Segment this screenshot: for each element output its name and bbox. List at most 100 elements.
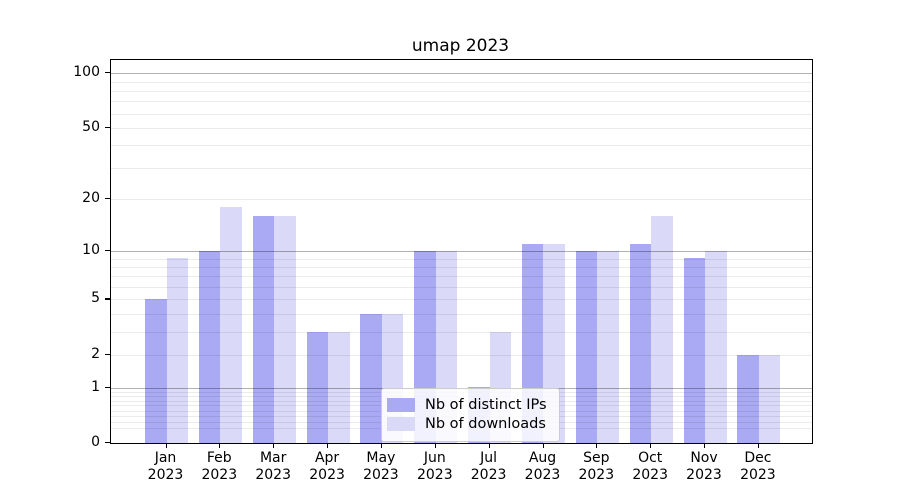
x-tick-sep	[596, 443, 598, 448]
x-tick-month: Jul	[480, 450, 498, 466]
legend-label-downloads: Nb of downloads	[425, 416, 546, 432]
x-tick-month: Feb	[206, 450, 232, 466]
x-tick-month: Dec	[744, 450, 772, 466]
bar-distinct-ips-nov	[683, 258, 705, 443]
y-tick-label-5: 5	[91, 290, 100, 307]
gridline-minor-90	[111, 81, 812, 83]
gridline-minor-50	[111, 127, 812, 129]
y-tick-50	[105, 126, 110, 129]
legend-label-distinct-ips: Nb of distinct IPs	[425, 397, 547, 413]
y-tick-label-20: 20	[82, 190, 100, 206]
x-tick-aug	[542, 443, 544, 448]
y-tick-2	[105, 354, 110, 356]
gridline-minor-60	[111, 113, 812, 115]
x-tick-oct	[650, 443, 652, 448]
bar-distinct-ips-dec	[737, 354, 759, 443]
legend-row-downloads: Nb of downloads	[387, 416, 547, 432]
chart-title: umap 2023	[411, 36, 510, 56]
x-tick-month: Aug	[528, 450, 557, 466]
x-tick-jul	[488, 443, 490, 448]
x-tick-label-jan: Jan 2023	[134, 450, 198, 484]
gridline-minor-80	[111, 90, 812, 92]
x-tick-year: 2023	[740, 467, 776, 483]
x-tick-label-oct: Oct 2023	[618, 450, 682, 484]
x-tick-dec	[757, 443, 760, 448]
x-tick-label-apr: Apr 2023	[295, 450, 359, 484]
x-tick-label-dec: Dec 2023	[726, 450, 790, 484]
bar-distinct-ips-feb	[198, 250, 221, 443]
x-tick-label-jun: Jun 2023	[403, 450, 467, 484]
y-tick-label-2: 2	[91, 346, 100, 362]
x-tick-label-nov: Nov 2023	[672, 450, 736, 484]
bar-distinct-ips-may	[360, 314, 382, 443]
x-tick-label-jul: Jul 2023	[457, 450, 521, 484]
x-tick-year: 2023	[147, 467, 184, 483]
legend-swatch-downloads	[387, 417, 415, 431]
gridline-minor-20	[111, 199, 812, 200]
x-tick-year: 2023	[524, 467, 561, 483]
bar-downloads-feb	[220, 207, 242, 443]
y-tick-1	[105, 386, 110, 388]
legend-row-distinct-ips: Nb of distinct IPs	[387, 397, 547, 413]
bar-distinct-ips-sep	[575, 250, 598, 443]
gridline-minor-70	[111, 101, 812, 103]
gridline-minor-40	[111, 145, 812, 147]
y-tick-10	[105, 249, 110, 251]
x-tick-label-sep: Sep 2023	[564, 450, 628, 484]
x-tick-month: Sep	[583, 450, 610, 466]
y-tick-label-50: 50	[82, 118, 100, 135]
x-tick-year: 2023	[309, 467, 345, 483]
x-tick-month: May	[366, 450, 396, 466]
y-tick-5	[105, 298, 110, 300]
x-tick-year: 2023	[416, 467, 453, 483]
x-tick-jun	[434, 443, 436, 448]
y-tick-0	[105, 442, 110, 444]
bar-downloads-nov	[705, 250, 727, 443]
x-tick-label-feb: Feb 2023	[187, 450, 251, 484]
y-tick-label-1: 1	[91, 378, 100, 395]
x-tick-year: 2023	[686, 467, 722, 483]
x-tick-month: Nov	[690, 450, 718, 466]
x-tick-month: Apr	[314, 450, 340, 466]
x-tick-jan	[165, 443, 167, 448]
x-tick-nov	[704, 443, 706, 448]
x-tick-month: Oct	[638, 450, 663, 466]
x-tick-label-may: May 2023	[349, 450, 413, 484]
x-tick-year: 2023	[363, 467, 399, 483]
x-tick-year: 2023	[470, 467, 507, 483]
bar-downloads-jan	[166, 258, 188, 443]
y-tick-label-100: 100	[73, 64, 100, 81]
bar-downloads-mar	[274, 215, 296, 443]
x-tick-year: 2023	[632, 467, 668, 483]
bar-downloads-oct	[651, 215, 673, 443]
bar-distinct-ips-apr	[306, 331, 329, 443]
x-tick-month: Jun	[423, 450, 446, 466]
x-tick-may	[380, 443, 383, 448]
x-tick-feb	[219, 443, 221, 448]
x-tick-label-aug: Aug 2023	[511, 450, 575, 484]
gridline-major-100	[111, 73, 812, 75]
gridline-minor-30	[111, 167, 812, 169]
legend: Nb of distinct IPs Nb of downloads	[381, 388, 560, 442]
legend-swatch-distinct-ips	[387, 398, 415, 412]
x-tick-year: 2023	[201, 467, 238, 483]
x-tick-year: 2023	[578, 467, 615, 483]
x-tick-label-mar: Mar 2023	[241, 450, 305, 484]
bar-downloads-sep	[597, 250, 619, 443]
y-tick-label-10: 10	[82, 241, 100, 258]
y-tick-20	[105, 198, 110, 200]
x-tick-month: Jan	[154, 450, 177, 466]
bar-downloads-dec	[758, 354, 781, 443]
plot-area: Nb of distinct IPs Nb of downloads	[110, 59, 813, 444]
x-tick-year: 2023	[255, 467, 291, 483]
bar-distinct-ips-mar	[252, 215, 275, 443]
bar-distinct-ips-oct	[629, 243, 652, 443]
x-tick-mar	[273, 443, 275, 448]
x-tick-apr	[327, 443, 329, 448]
y-tick-100	[105, 72, 110, 74]
y-tick-label-0: 0	[91, 434, 100, 450]
bar-downloads-apr	[328, 331, 350, 443]
x-tick-month: Mar	[259, 450, 287, 466]
bar-distinct-ips-jan	[145, 299, 167, 443]
